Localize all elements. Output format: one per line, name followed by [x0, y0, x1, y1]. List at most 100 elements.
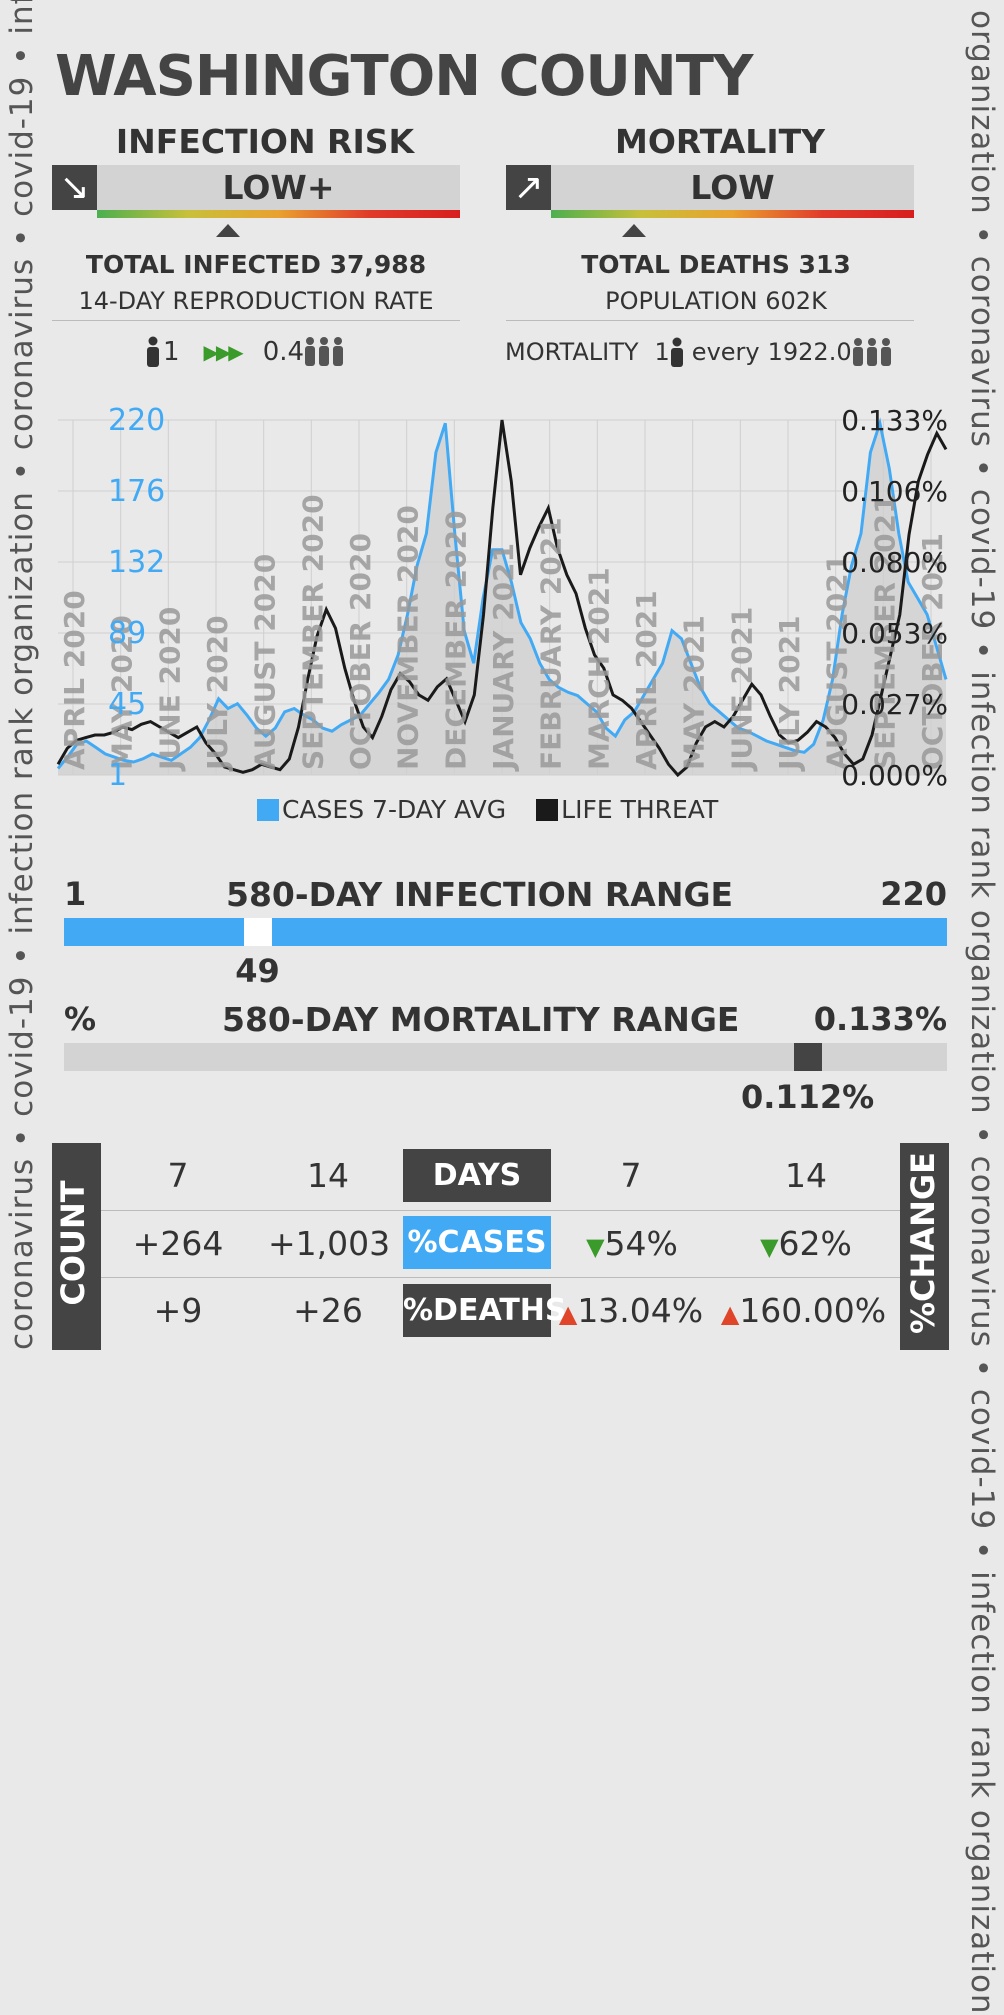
chart-y-right-tick: 0.053% — [841, 617, 948, 650]
chart-y-right-tick: 0.080% — [841, 546, 948, 579]
deaths-7-change-cell: ▲13.04% — [556, 1291, 706, 1330]
deaths-14-change: 160.00% — [739, 1291, 887, 1330]
infection-range-title: 580-DAY INFECTION RANGE — [226, 875, 734, 914]
reproduction-rate-label: 14-DAY REPRODUCTION RATE — [78, 287, 434, 315]
change-label: %CHANGE — [904, 1152, 942, 1334]
chart-x-tick-label: FEBRUARY 2021 — [535, 517, 568, 770]
chart-x-tick-label: OCTOBER 2021 — [916, 533, 949, 770]
chart-x-tick-label: OCTOBER 2020 — [344, 533, 377, 770]
chart-y-right-tick: 0.106% — [841, 475, 948, 508]
count-label: COUNT — [54, 1180, 92, 1306]
chart-x-tick-label: MAY 2021 — [678, 615, 711, 770]
people-group-icon — [305, 337, 344, 366]
deaths-14-count: +26 — [293, 1291, 363, 1330]
mortality-rate-value: 1922.0 — [767, 338, 852, 366]
cases-line — [56, 417, 948, 770]
chart-x-tick-label: APRIL 2020 — [58, 590, 91, 770]
mortality-divider — [506, 320, 914, 321]
legend-cases-label: CASES 7-DAY AVG — [282, 795, 507, 824]
count-label-box: COUNT — [52, 1143, 101, 1350]
legend-cases-swatch — [257, 798, 279, 821]
days-header: DAYS — [403, 1149, 551, 1202]
legend-life-label: LIFE THREAT — [561, 795, 719, 824]
mortality-range-current: 0.112% — [740, 1078, 875, 1116]
chart-x-tick-label: JUNE 2020 — [153, 607, 186, 772]
chart-y-left-tick: 176 — [108, 474, 165, 509]
cases-7-change: 54% — [604, 1224, 678, 1263]
deaths-7-change: 13.04% — [577, 1291, 704, 1330]
change-label-box: %CHANGE — [900, 1143, 949, 1350]
infection-range-max: 220 — [880, 875, 947, 913]
cases-life-threat-chart: APRIL 2020 MAY 2020 JUNE 2020 JULY 2020 AUGU… — [56, 403, 949, 793]
population-label: POPULATION 602K — [605, 287, 827, 315]
chart-x-tick-label: JANUARY 2021 — [487, 543, 520, 772]
mortality-range-marker — [793, 1043, 822, 1071]
mortality-rate-every: every — [691, 338, 760, 366]
cases-7-count: +264 — [132, 1224, 224, 1263]
table-divider-1 — [101, 1210, 900, 1211]
chart-y-left-tick: 45 — [108, 687, 146, 722]
cases-14-count: +1,003 — [268, 1224, 391, 1263]
mortality-risk-level: LOW — [690, 168, 775, 207]
mortality-risk-marker-icon — [622, 224, 647, 237]
cases-area — [58, 423, 946, 775]
total-deaths: TOTAL DEATHS 313 — [581, 250, 851, 279]
up-arrow-icon: ▲ — [720, 1300, 740, 1328]
up-arrow-icon: ▲ — [558, 1300, 578, 1328]
chart-x-tick-label: MARCH 2021 — [582, 567, 615, 770]
mortality-heading: MORTALITY — [614, 122, 826, 161]
people-group-icon — [852, 338, 891, 366]
mortality-trend-arrow-icon: ↗ — [506, 165, 551, 210]
infection-range-bar — [64, 918, 947, 946]
chart-y-right-tick: 0.133% — [841, 404, 948, 437]
legend-life-swatch — [536, 798, 559, 821]
infection-range-marker — [243, 918, 272, 946]
infection-risk-gauge — [97, 210, 460, 218]
total-infected: TOTAL INFECTED 37,988 — [85, 250, 427, 279]
mortality-risk-box: LOW — [551, 165, 914, 210]
infection-risk-marker-icon — [215, 224, 240, 237]
deaths-7-count: +9 — [153, 1291, 203, 1330]
mortality-range-title: 580-DAY MORTALITY RANGE — [222, 1000, 740, 1039]
chart-x-tick-label: AUGUST 2021 — [821, 554, 854, 770]
days-7-count: 7 — [167, 1156, 189, 1195]
chart-x-tick-label: JULY 2020 — [201, 615, 234, 772]
person-icon — [147, 336, 159, 367]
person-icon — [670, 337, 683, 367]
chart-x-tick-label: APRIL 2021 — [630, 590, 663, 770]
cases-14-change-cell: ▼62% — [746, 1224, 866, 1263]
infection-divider — [52, 320, 460, 321]
reproduction-rate-row: 1 ▶▶▶ 0.4 — [145, 332, 344, 372]
deaths-header: %DEATHS — [403, 1284, 567, 1337]
mortality-rate-row: MORTALITY 1 every 1922.0 — [505, 332, 892, 372]
mortality-range-min: % — [64, 1000, 97, 1038]
page-title: WASHINGTON COUNTY — [55, 44, 753, 109]
table-divider-2 — [101, 1277, 900, 1278]
chart-x-tick-label: JUNE 2021 — [725, 607, 758, 772]
chart-x-tick-label: DECEMBER 2020 — [439, 510, 472, 770]
cases-7-change-cell: ▼54% — [572, 1224, 692, 1263]
chart-y-right-tick: 0.000% — [841, 759, 948, 792]
chart-x-tick-label: MAY 2020 — [106, 615, 139, 770]
cases-header: %CASES — [403, 1216, 551, 1269]
deaths-14-change-cell: ▲160.00% — [716, 1291, 891, 1330]
repro-to: 0.4 — [262, 337, 305, 367]
chart-legend: CASES 7-DAY AVG LIFE THREAT — [257, 795, 718, 824]
mortality-rate-prefix: MORTALITY — [505, 338, 639, 366]
down-arrow-icon: ▼ — [586, 1233, 605, 1261]
chart-y-left-tick: 1 — [108, 758, 127, 793]
chart-x-tick-label: SEPTEMBER 2020 — [296, 494, 329, 770]
infection-range-min: 1 — [64, 875, 87, 913]
infection-risk-heading: INFECTION RISK — [115, 122, 415, 161]
infection-range-current: 49 — [235, 952, 280, 990]
chart-x-tick-label: JULY 2021 — [773, 615, 806, 772]
infection-risk-level: LOW+ — [222, 168, 335, 207]
infection-risk-box: LOW+ — [97, 165, 460, 210]
cases-14-change: 62% — [778, 1224, 852, 1263]
chart-x-tick-label: SEPTEMBER 2021 — [868, 494, 901, 770]
chart-y-left-tick: 220 — [108, 403, 165, 438]
repro-from: 1 — [163, 337, 180, 367]
chart-x-tick-label: NOVEMBER 2020 — [392, 505, 425, 770]
days-14-count: 14 — [307, 1156, 349, 1195]
chart-y-left-tick: 132 — [108, 545, 165, 580]
